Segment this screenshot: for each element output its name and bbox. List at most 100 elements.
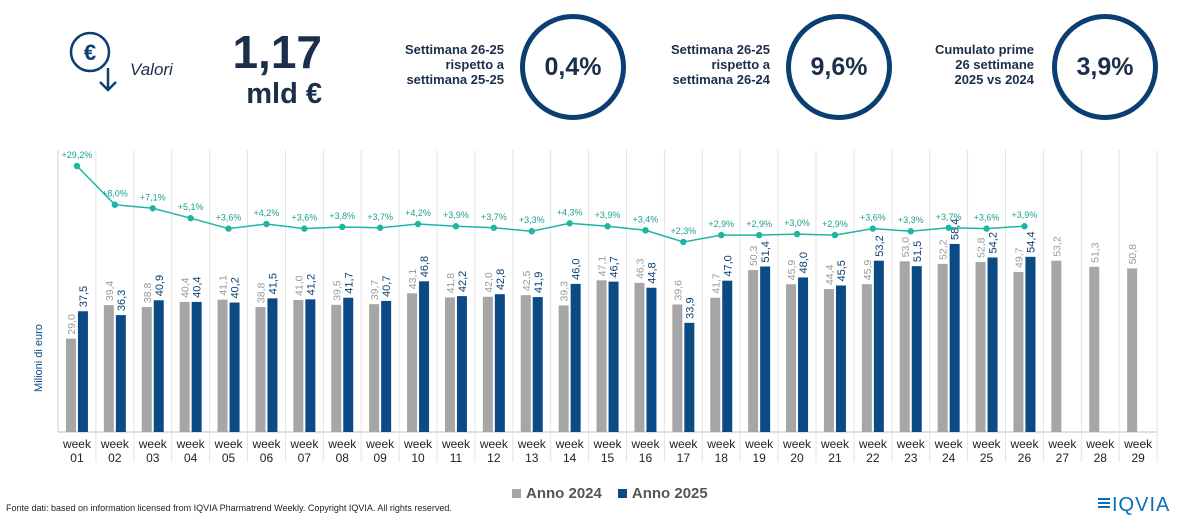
bar-2024 [255, 307, 266, 432]
category-label-week: week [100, 437, 130, 451]
category-label-number: 03 [146, 451, 160, 465]
bar-2024 [710, 297, 721, 432]
category-label-number: 11 [450, 451, 463, 465]
growth-point [263, 220, 270, 228]
growth-label: +3,6% [216, 213, 242, 223]
category-label-week: week [972, 437, 1002, 451]
label-2025: 40,4 [192, 276, 204, 297]
label-2025: 46,8 [419, 256, 431, 277]
label-2025: 58,4 [950, 219, 962, 240]
category-label-week: week [820, 437, 850, 451]
label-2025: 41,5 [267, 273, 279, 294]
category-label-week: week [934, 437, 964, 451]
label-2024: 53,2 [1051, 236, 1063, 257]
growth-point [1021, 223, 1028, 230]
growth-label: +3,7% [481, 212, 507, 222]
y-axis-label: Milioni di euro [33, 324, 45, 392]
growth-label: +3,6% [291, 213, 317, 223]
label-2024: 43,1 [407, 269, 419, 290]
bar-2024 [293, 299, 304, 432]
growth-label: +3,6% [974, 213, 1000, 223]
growth-point [490, 224, 498, 231]
category-label-number: 16 [639, 451, 653, 465]
category-label-number: 29 [1131, 451, 1145, 465]
growth-point [907, 228, 914, 235]
category-label-week: week [403, 437, 433, 451]
growth-label: +3,8% [329, 211, 355, 221]
label-2025: 54,4 [1025, 231, 1037, 252]
category-label-week: week [630, 437, 660, 451]
growth-label: +29,2% [62, 150, 93, 160]
growth-point [528, 228, 535, 235]
label-2024: 50,3 [748, 245, 760, 266]
label-2025: 47,0 [722, 255, 734, 276]
label-2024: 45,9 [862, 260, 874, 281]
growth-label: +3,7% [936, 212, 962, 222]
bar-2025 [949, 243, 960, 432]
label-2025: 40,2 [230, 277, 242, 298]
bar-2025 [343, 297, 354, 432]
category-label-week: week [214, 437, 244, 451]
label-2024: 39,7 [369, 280, 381, 301]
category-label-week: week [668, 437, 698, 451]
bar-2024 [1127, 268, 1138, 432]
label-2024: 39,5 [331, 280, 343, 301]
bar-2024 [558, 305, 569, 432]
growth-point [983, 225, 990, 232]
iqvia-logo: IQVIA [1098, 494, 1169, 515]
bar-2025 [1025, 256, 1036, 432]
category-label-week: week [1047, 437, 1077, 451]
label-2024: 53,0 [900, 237, 912, 258]
category-label-number: 20 [790, 451, 804, 465]
category-label-number: 15 [601, 451, 615, 465]
total-value: 1,17 [232, 26, 322, 78]
growth-label: +5,1% [178, 202, 204, 212]
growth-point [604, 223, 611, 230]
category-label-number: 07 [298, 451, 312, 465]
legend-item-2024: Anno 2024 [512, 485, 602, 502]
bar-2025 [532, 297, 543, 432]
legend-item-2025: Anno 2025 [617, 485, 708, 502]
bar-2024 [899, 261, 910, 432]
category-label-week: week [1123, 437, 1153, 451]
category-label-number: 22 [866, 451, 880, 465]
label-2025: 54,2 [988, 232, 1000, 253]
total-unit: mld € [246, 78, 322, 110]
label-2025: 33,9 [684, 297, 696, 318]
category-label-week: week [289, 437, 319, 451]
legend-label-2025: Anno 2025 [631, 485, 708, 502]
label-2025: 41,2 [305, 274, 317, 295]
bar-2024 [937, 263, 948, 432]
growth-label: +3,3% [519, 215, 545, 225]
valori-label: Valori [130, 60, 173, 79]
growth-label: +3,3% [898, 215, 924, 225]
growth-point [187, 214, 194, 222]
category-label-week: week [517, 437, 547, 451]
category-label-number: 18 [715, 451, 729, 465]
bar-2025 [191, 301, 202, 432]
label-2024: 39,4 [104, 281, 116, 302]
growth-point [755, 231, 763, 239]
label-2024: 50,8 [1127, 244, 1139, 265]
bar-2025 [115, 315, 126, 432]
growth-point [339, 223, 346, 231]
bar-2025 [911, 266, 922, 432]
label-2025: 48,0 [798, 252, 810, 273]
category-label-week: week [441, 437, 471, 451]
growth-label: +4,2% [405, 208, 431, 218]
bar-2024 [596, 280, 607, 432]
label-2024: 38,8 [142, 282, 154, 303]
growth-label: +3,6% [860, 213, 886, 223]
bar-2025 [305, 299, 316, 432]
bar-2024 [1089, 266, 1100, 432]
category-label-week: week [62, 437, 92, 451]
label-2025: 46,7 [609, 256, 621, 277]
growth-point [831, 231, 839, 239]
label-2025: 37,5 [78, 286, 90, 307]
kpi-3-label: Cumulato prime 26 settimane 2025 vs 2024 [935, 42, 1034, 87]
bar-2024 [141, 307, 152, 432]
category-label-week: week [365, 437, 395, 451]
bar-2025 [419, 281, 430, 432]
label-2024: 42,5 [521, 271, 533, 292]
growth-point [945, 224, 952, 231]
